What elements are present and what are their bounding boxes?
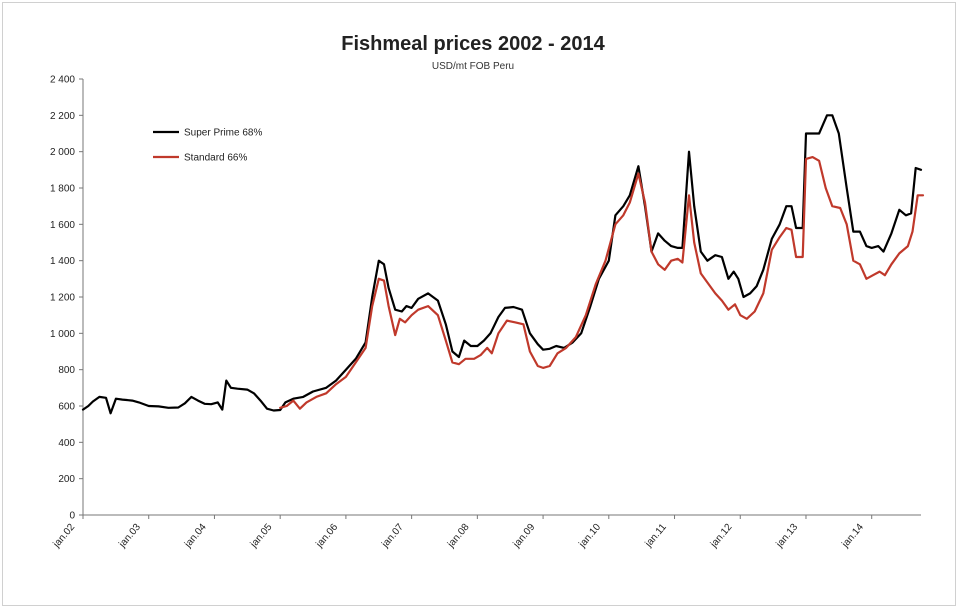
x-tick-label: jan.05 (248, 522, 275, 551)
x-tick-label: jan.06 (314, 522, 341, 551)
x-tick-label: jan.12 (708, 522, 735, 551)
axes: 0 200 400 600 800 1 000 1 200 1 400 1 600 1 800 2 … (50, 75, 921, 551)
y-tick-label: 600 (58, 402, 75, 413)
series-line-super-prime (81, 114, 923, 415)
y-tick-label: 1 000 (50, 329, 75, 340)
y-tick-label: 800 (58, 365, 75, 376)
y-tick-label: 2 000 (50, 147, 75, 158)
legend: Super Prime 68% Standard 66% (153, 128, 262, 164)
x-tick-label: jan.11 (643, 522, 669, 550)
y-tick-label: 2 400 (50, 75, 75, 86)
y-tick-label: 400 (58, 438, 75, 449)
series-layer (81, 114, 925, 415)
chart-subtitle: USD/mt FOB Peru (431, 61, 515, 72)
y-tick-label: 1 200 (50, 293, 75, 304)
x-tick-label: jan.13 (774, 522, 801, 551)
x-tick-label: jan.02 (51, 522, 78, 551)
y-tick-label: 1 800 (50, 184, 75, 195)
line-chart: 0 200 400 600 800 1 000 1 200 1 400 1 600 1 800 2 … (50, 75, 925, 551)
x-tick-label: jan.08 (445, 522, 472, 551)
y-tick-label: 1 400 (50, 256, 75, 267)
x-tick-label: jan.03 (116, 522, 143, 551)
legend-label: Standard 66% (184, 153, 247, 164)
chart-title: Fishmeal prices 2002 - 2014 (341, 33, 605, 55)
y-tick-label: 0 (69, 511, 75, 522)
series-line-standard (279, 156, 925, 410)
x-tick-label: jan.04 (182, 522, 209, 551)
x-tick-label: jan.10 (577, 522, 604, 551)
x-tick-label: jan.07 (379, 522, 406, 551)
y-tick-label: 1 600 (50, 220, 75, 231)
x-tick-label: jan.14 (839, 522, 866, 551)
legend-label: Super Prime 68% (184, 128, 262, 139)
y-tick-label: 200 (58, 474, 75, 485)
y-tick-label: 2 200 (50, 111, 75, 122)
x-tick-label: jan.09 (511, 522, 538, 551)
